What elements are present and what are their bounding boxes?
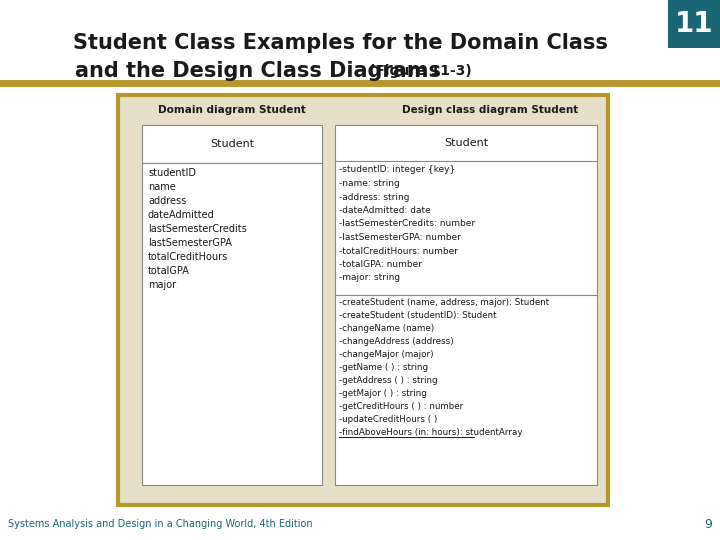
Text: -address: string: -address: string bbox=[339, 192, 410, 201]
Text: Domain diagram Student: Domain diagram Student bbox=[158, 105, 306, 115]
Text: -getMajor ( ) : string: -getMajor ( ) : string bbox=[339, 389, 427, 398]
Text: -findAboveHours (in: hours): studentArray: -findAboveHours (in: hours): studentArra… bbox=[339, 428, 523, 437]
Text: -getCreditHours ( ) : number: -getCreditHours ( ) : number bbox=[339, 402, 463, 411]
Text: (Figure 11-3): (Figure 11-3) bbox=[369, 64, 472, 78]
Text: -major: string: -major: string bbox=[339, 273, 400, 282]
Text: -lastSemesterCredits: number: -lastSemesterCredits: number bbox=[339, 219, 475, 228]
Text: -dateAdmitted: date: -dateAdmitted: date bbox=[339, 206, 431, 215]
Text: -changeAddress (address): -changeAddress (address) bbox=[339, 337, 454, 346]
Text: -name: string: -name: string bbox=[339, 179, 400, 188]
Bar bbox=[335, 125, 597, 485]
Text: Systems Analysis and Design in a Changing World, 4th Edition: Systems Analysis and Design in a Changin… bbox=[8, 519, 312, 529]
Bar bbox=[142, 125, 322, 485]
Text: 9: 9 bbox=[704, 517, 712, 530]
Text: lastSemesterGPA: lastSemesterGPA bbox=[148, 238, 232, 248]
Text: and the Design Class Diagrams: and the Design Class Diagrams bbox=[75, 61, 441, 81]
Text: lastSemesterCredits: lastSemesterCredits bbox=[148, 224, 247, 234]
Text: major: major bbox=[148, 280, 176, 290]
Text: -lastSemesterGPA: number: -lastSemesterGPA: number bbox=[339, 233, 461, 242]
Text: studentID: studentID bbox=[148, 168, 196, 178]
Text: -changeName (name): -changeName (name) bbox=[339, 324, 434, 333]
Text: -updateCreditHours ( ): -updateCreditHours ( ) bbox=[339, 415, 437, 424]
Text: totalGPA: totalGPA bbox=[148, 266, 190, 276]
Text: -createStudent (studentID): Student: -createStudent (studentID): Student bbox=[339, 311, 497, 320]
Text: dateAdmitted: dateAdmitted bbox=[148, 210, 215, 220]
Text: -createStudent (name, address, major): Student: -createStudent (name, address, major): S… bbox=[339, 298, 549, 307]
Text: Student: Student bbox=[210, 139, 254, 149]
Text: -getName ( ) : string: -getName ( ) : string bbox=[339, 363, 428, 372]
Text: -getAddress ( ) : string: -getAddress ( ) : string bbox=[339, 376, 438, 385]
Text: Student: Student bbox=[444, 138, 488, 148]
Bar bbox=[0, 80, 720, 87]
Text: -changeMajor (major): -changeMajor (major) bbox=[339, 350, 433, 359]
Text: -totalCreditHours: number: -totalCreditHours: number bbox=[339, 246, 458, 255]
Bar bbox=[118, 95, 608, 505]
Text: -studentID: integer {key}: -studentID: integer {key} bbox=[339, 165, 455, 174]
Bar bbox=[668, 0, 720, 48]
Text: name: name bbox=[148, 182, 176, 192]
Text: Design class diagram Student: Design class diagram Student bbox=[402, 105, 578, 115]
Text: totalCreditHours: totalCreditHours bbox=[148, 252, 228, 262]
Text: 11: 11 bbox=[675, 10, 714, 38]
Text: -totalGPA: number: -totalGPA: number bbox=[339, 260, 422, 269]
Text: address: address bbox=[148, 196, 186, 206]
Text: Student Class Examples for the Domain Class: Student Class Examples for the Domain Cl… bbox=[73, 33, 608, 53]
